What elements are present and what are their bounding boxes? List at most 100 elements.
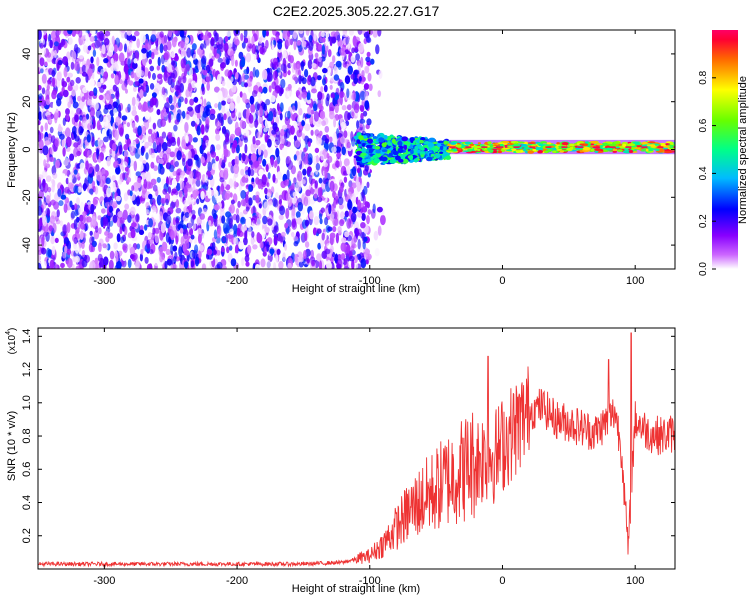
heatmap-cell [511,144,520,148]
heatmap-cell [162,35,168,46]
heatmap-cell [198,244,204,252]
heatmap-cell [113,32,119,39]
heatmap-cell [44,136,49,146]
heatmap-cell [161,241,168,252]
heatmap-cell [257,98,262,104]
heatmap-cell [316,75,322,81]
heatmap-cell [65,136,72,148]
heatmap-cell [540,141,547,144]
heatmap-cell [190,197,195,205]
heatmap-cell [74,203,78,211]
heatmap-cell [374,248,380,257]
heatmap-cell [131,41,137,51]
heatmap-cell [220,246,225,253]
heatmap-cell [334,103,339,114]
heatmap-cell [251,231,255,238]
heatmap-cell [152,122,157,130]
heatmap-cell [627,143,636,147]
heatmap-cell [206,248,213,256]
heatmap-cell [381,142,387,148]
heatmap-cell [38,174,44,180]
heatmap-cell [212,163,217,171]
heatmap-cell [165,198,169,206]
heatmap-cell [361,232,365,242]
heatmap-cell [287,110,291,119]
heatmap-cell [116,260,122,269]
heatmap-cell [360,152,367,157]
heatmap-cell [173,124,178,132]
heatmap-cell [147,71,151,79]
heatmap-cell [286,31,291,37]
heatmap-cell [245,217,252,229]
heatmap-cell [91,216,97,226]
heatmap-cell [317,44,323,51]
heatmap-cell [94,257,98,265]
heatmap-cell [276,103,280,111]
heatmap-cell [236,95,241,104]
heatmap-cell [319,218,323,225]
heatmap-cell [111,175,116,182]
heatmap-cell [241,257,245,267]
heatmap-cell [355,156,362,162]
heatmap-cell [172,69,178,79]
heatmap-cell [166,63,173,73]
heatmap-cell [376,206,383,213]
heatmap-cell [265,39,269,49]
heatmap-cell [357,143,363,147]
heatmap-cell [199,105,203,117]
heatmap-cell [350,55,356,63]
heatmap-cell [244,82,248,88]
heatmap-cell [38,131,42,142]
heatmap-cell [189,170,194,179]
heatmap-cell [90,203,95,215]
heatmap-cell [162,188,168,195]
heatmap-cell [347,65,353,75]
heatmap-cell [346,165,351,175]
heatmap-cell [251,35,255,47]
heatmap-cell [62,56,68,66]
heatmap-cell [138,148,142,155]
heatmap-cell [223,167,229,174]
heatmap-cell [58,200,64,207]
heatmap-cell [303,147,307,153]
heatmap-cell [105,90,111,101]
heatmap-cell [205,139,210,147]
heatmap-cell [53,49,57,58]
heatmap-cell [127,214,132,223]
heatmap-cell [373,158,380,164]
heatmap-cell [266,192,271,200]
heatmap-cell [98,227,102,235]
heatmap-cell [154,233,159,244]
heatmap-cell [334,114,340,121]
heatmap-cell [43,159,47,168]
heatmap-cell [226,95,231,103]
heatmap-cell [525,150,529,154]
heatmap-cell [340,121,347,130]
heatmap-cell [517,141,525,144]
heatmap-cell [492,150,498,153]
heatmap-cell [149,98,155,108]
heatmap-cell [201,55,207,64]
heatmap-cell [419,139,424,144]
y-tick-label: 1.4 [21,329,33,344]
heatmap-cell [289,55,294,64]
heatmap-cell [318,213,323,220]
heatmap-cell [295,90,300,96]
heatmap-cell [343,158,350,167]
heatmap-cell [150,161,155,169]
heatmap-cell [420,137,426,141]
heatmap-cell [107,232,113,239]
heatmap-cell [185,114,190,121]
heatmap-cell [251,80,257,86]
heatmap-cell [537,150,544,154]
heatmap-cell [307,141,311,147]
heatmap-cell [274,159,278,167]
heatmap-cell [302,168,307,176]
snr-background [38,328,675,569]
heatmap-cell [316,228,322,234]
heatmap-cell [148,218,154,228]
heatmap-cell [184,212,190,218]
heatmap-cell [50,199,56,206]
heatmap-cell [346,88,350,99]
heatmap-cell [318,137,322,145]
